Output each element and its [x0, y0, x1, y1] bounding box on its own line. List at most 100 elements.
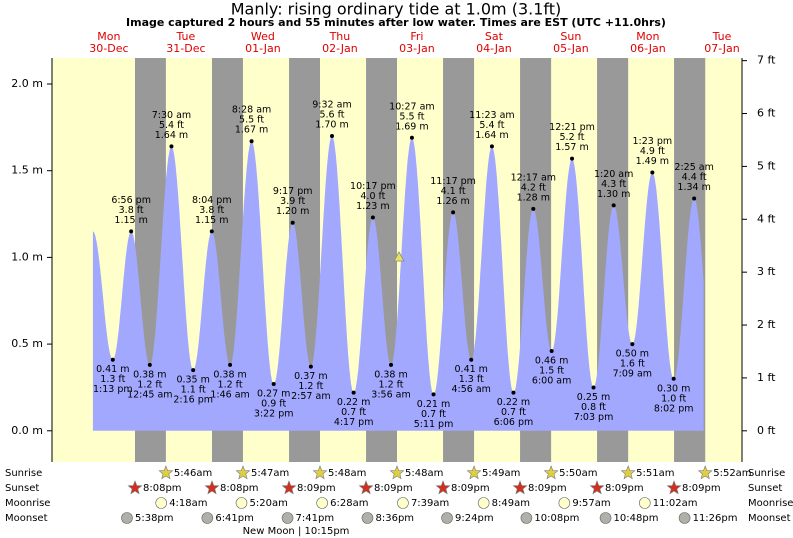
tide-label: 0.38 m: [374, 369, 407, 380]
tide-label: 10:17 pm: [350, 181, 396, 192]
tide-label: 1.67 m: [235, 125, 268, 136]
chart-subtitle: Image captured 2 hours and 55 minutes af…: [126, 16, 666, 29]
low-tide-point: [431, 392, 436, 397]
tide-label: 1.70 m: [315, 120, 348, 131]
y2-tick-label: 5 ft: [757, 159, 776, 172]
tide-label: 4:56 am: [452, 384, 491, 395]
low-tide-point: [630, 342, 635, 347]
tide-label: 1.0 ft: [661, 393, 686, 404]
tide-label: 1.3 ft: [459, 374, 484, 385]
sunset-icon: [435, 480, 451, 495]
tide-label: 2:16 pm: [173, 395, 213, 406]
y2-tick-label: 7 ft: [757, 54, 776, 67]
y-tick-label: 1.0 m: [11, 250, 43, 263]
tide-label: 0.7 ft: [501, 407, 526, 418]
tide-label: 11:17 pm: [430, 176, 476, 187]
tide-label: 1:23 pm: [633, 136, 673, 147]
low-tide-point: [671, 376, 676, 381]
tide-label: 0.7 ft: [421, 409, 446, 420]
low-tide-point: [389, 362, 394, 367]
tide-label: 4:17 pm: [334, 417, 374, 428]
tide-label: 12:45 am: [127, 389, 172, 400]
row-label: Sunrise: [5, 468, 42, 479]
y-tick-label: 0.0 m: [11, 424, 43, 437]
moonrise-time: 6:28am: [330, 498, 368, 509]
tide-label: 5:11 pm: [414, 419, 454, 430]
tide-label: 1.57 m: [555, 142, 588, 153]
tide-label: 4.1 ft: [441, 186, 466, 197]
day-name: Wed: [251, 30, 275, 43]
tide-label: 0.9 ft: [261, 398, 286, 409]
moonrise-icon: [235, 497, 248, 509]
high-tide-point: [249, 139, 254, 144]
day-name: Tue: [176, 30, 196, 43]
tide-label: 11:23 am: [469, 110, 514, 121]
tide-label: 12:21 pm: [549, 122, 595, 133]
moonset-time: 8:36pm: [375, 513, 414, 524]
high-tide-point: [650, 170, 655, 175]
sunrise-icon: [620, 465, 636, 480]
day-name: Sat: [485, 30, 504, 43]
tide-label: 5.5 ft: [399, 111, 424, 122]
sunrise-time: 5:49am: [482, 468, 520, 479]
sunset-icon: [204, 480, 220, 495]
tide-label: 5.5 ft: [239, 115, 264, 126]
row-label: Sunset: [748, 483, 782, 494]
low-tide-point: [308, 364, 313, 369]
tide-label: 4.0 ft: [360, 191, 385, 202]
tide-label: 8:04 pm: [192, 195, 232, 206]
tide-label: 1.28 m: [517, 192, 550, 203]
y2-tick-label: 0 ft: [757, 424, 776, 437]
tide-label: 0.41 m: [455, 364, 488, 375]
moonset-time: 10:48pm: [614, 513, 659, 524]
moonset-icon: [520, 512, 533, 524]
sunrise-time: 5:52am: [713, 468, 751, 479]
chart-title: Manly: rising ordinary tide at 1.0m (3.1…: [231, 0, 562, 19]
moonrise-time: 7:39am: [411, 498, 449, 509]
tide-label: 0.7 ft: [341, 407, 366, 418]
sunset-icon: [127, 480, 143, 495]
tide-label: 1.1 ft: [181, 385, 206, 396]
low-tide-point: [469, 357, 474, 362]
tide-label: 3.9 ft: [280, 196, 305, 207]
tide-label: 1.64 m: [155, 130, 188, 141]
low-tide-point: [549, 349, 554, 354]
sunset-time: 8:09pm: [605, 483, 644, 494]
tide-label: 6:00 am: [532, 376, 571, 387]
sunset-time: 8:08pm: [143, 483, 182, 494]
row-label: Moonset: [748, 513, 791, 524]
tide-label: 8:02 pm: [654, 403, 694, 414]
tide-label: 9:32 am: [312, 100, 351, 111]
moonset-icon: [121, 512, 133, 524]
tide-label: 5.4 ft: [159, 120, 184, 131]
tide-label: 4.3 ft: [601, 179, 626, 190]
sunrise-icon: [158, 465, 174, 480]
sunset-icon: [358, 480, 374, 495]
low-tide-point: [511, 390, 516, 395]
moon-phase: New Moon | 10:15pm: [243, 526, 350, 537]
day-date: 01-Jan: [245, 42, 281, 55]
moonrise-time: 5:20am: [250, 498, 288, 509]
moonrise-icon: [477, 497, 490, 509]
day-date: 31-Dec: [166, 42, 205, 55]
moonrise-time: 9:57am: [572, 498, 610, 509]
low-tide-point: [351, 390, 356, 395]
row-label: Sunset: [5, 483, 39, 494]
sunset-time: 8:09pm: [682, 483, 721, 494]
high-tide-point: [209, 229, 214, 234]
day-date: 07-Jan: [704, 42, 740, 55]
day-name: Mon: [636, 30, 659, 43]
tide-label: 3:56 am: [371, 389, 410, 400]
day-date: 02-Jan: [322, 42, 358, 55]
high-tide-point: [409, 135, 414, 140]
day-date: 03-Jan: [399, 42, 435, 55]
tide-label: 6:56 pm: [111, 195, 151, 206]
moonset-time: 5:38pm: [135, 513, 174, 524]
tide-label: 1.2 ft: [218, 379, 243, 390]
day-name: Fri: [410, 30, 423, 43]
high-tide-point: [169, 144, 174, 149]
tide-label: 5.6 ft: [319, 110, 344, 121]
sunrise-time: 5:50am: [559, 468, 597, 479]
y2-tick-label: 4 ft: [757, 212, 776, 225]
moonset-time: 6:41pm: [215, 513, 254, 524]
